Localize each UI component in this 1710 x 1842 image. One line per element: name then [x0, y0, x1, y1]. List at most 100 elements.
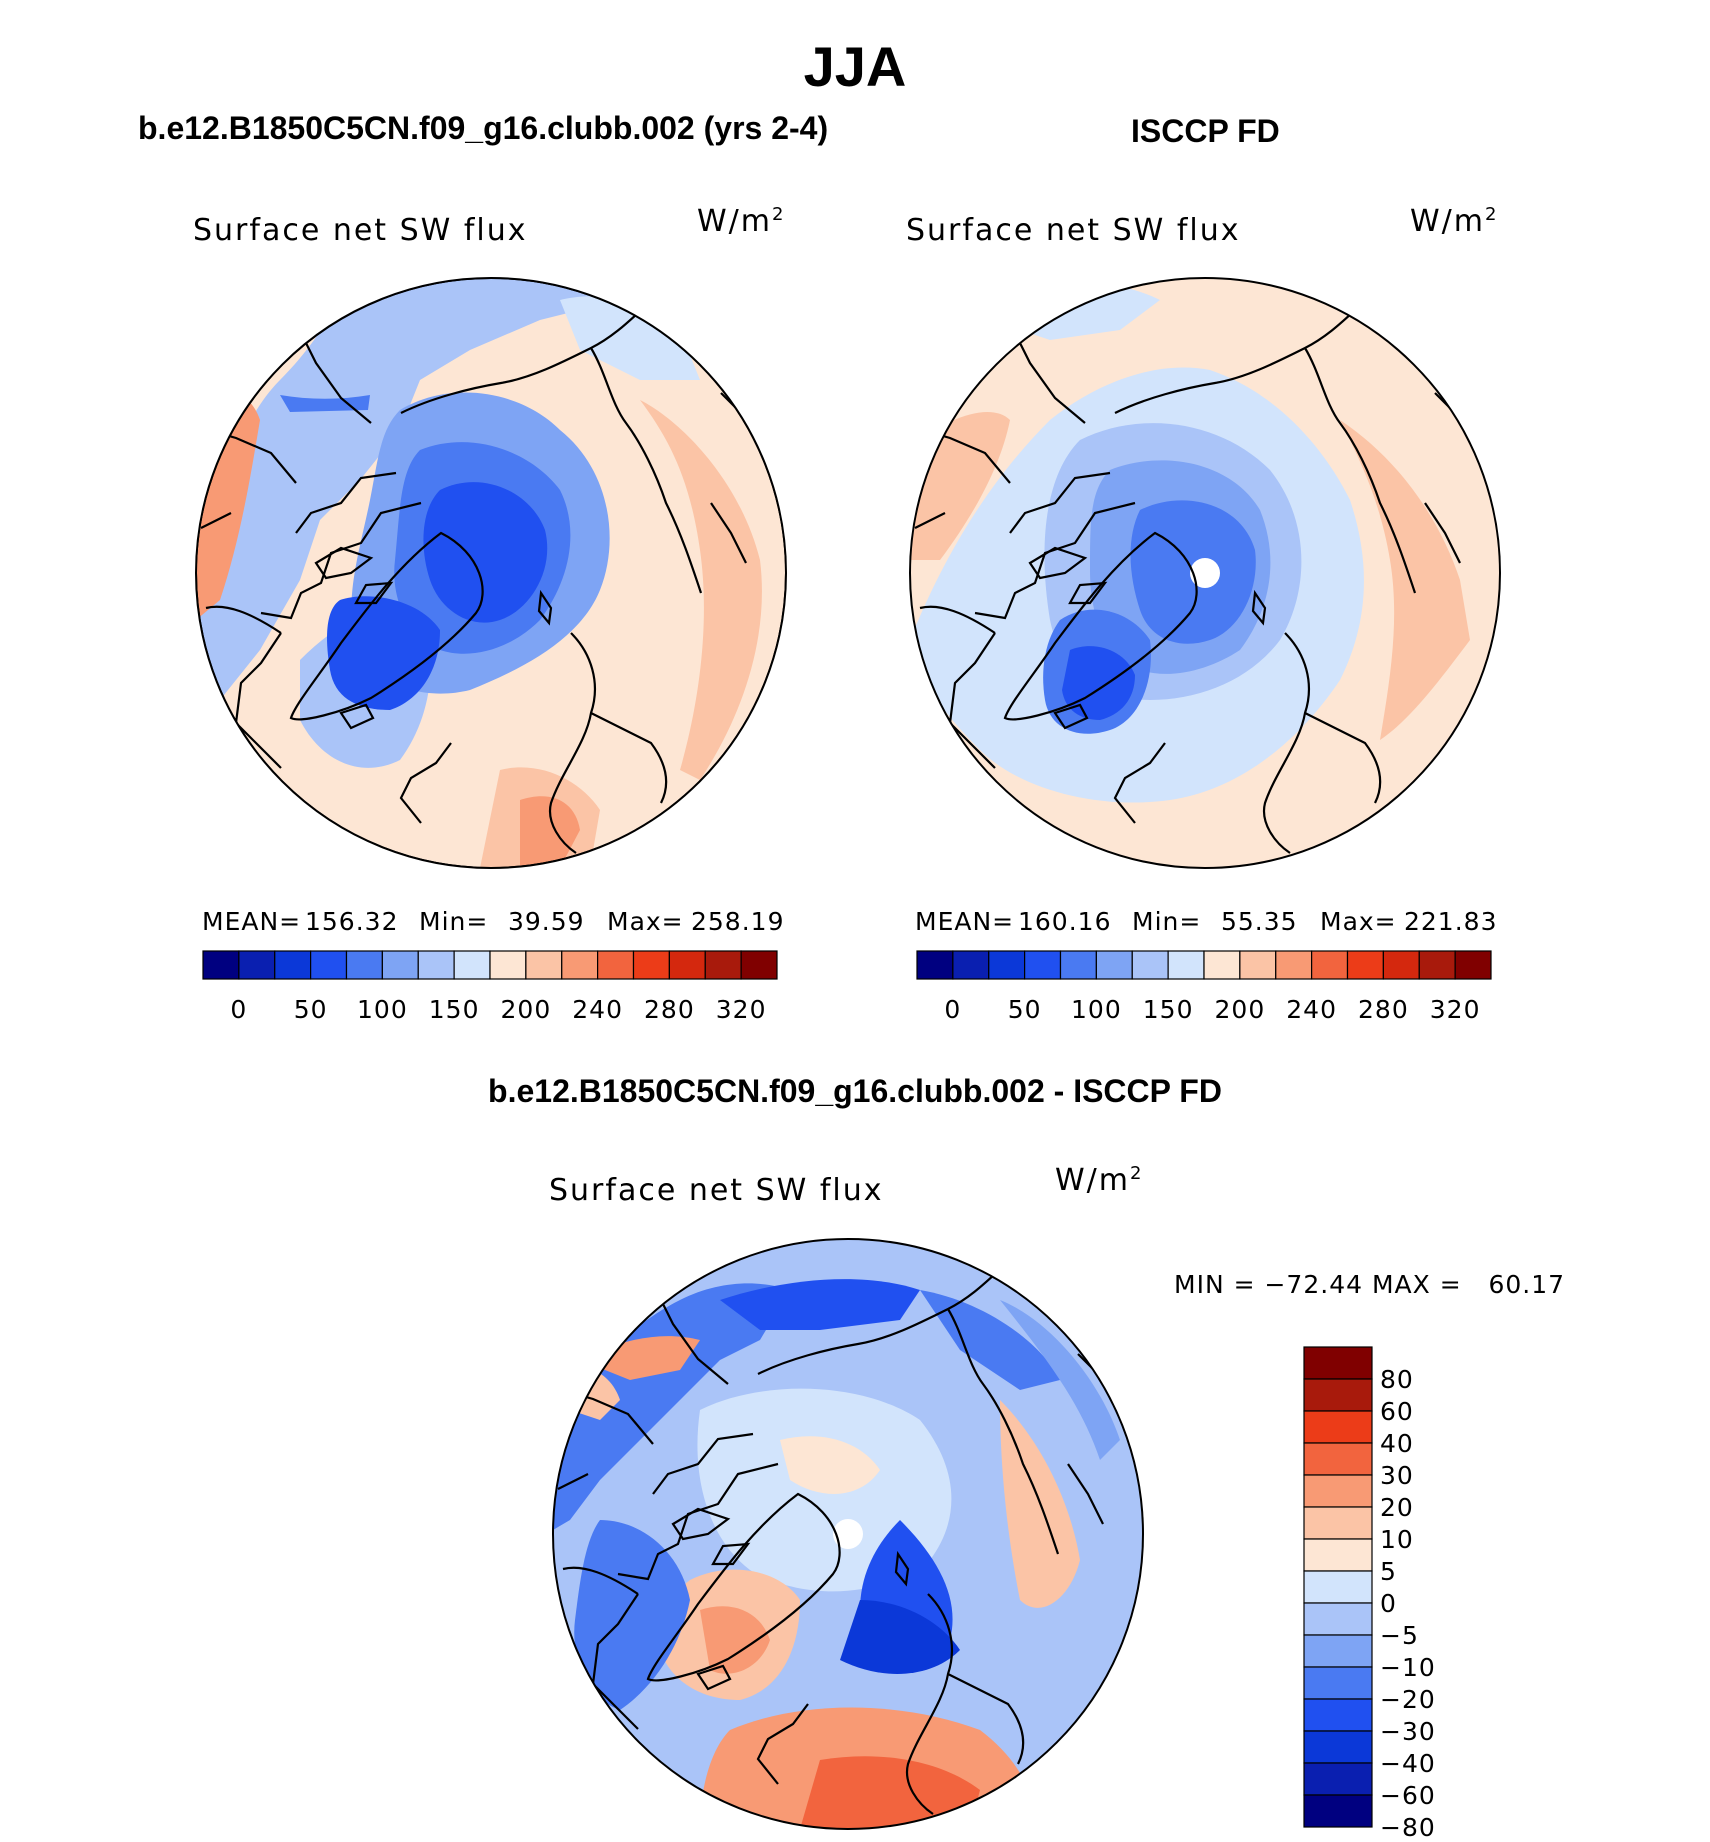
difference-colorbar-tick-label: −5	[1380, 1621, 1419, 1650]
obs-colorbar-swatch	[1239, 950, 1277, 980]
model-colorbar-tick-label: 280	[644, 995, 695, 1024]
model-map-field	[196, 278, 786, 868]
obs-min-label: Min=	[1132, 907, 1202, 936]
model-colorbar-swatch	[345, 950, 383, 980]
model-colorbar-swatch	[274, 950, 312, 980]
obs-max-value: 221.83	[1404, 907, 1498, 936]
difference-colorbar-swatch	[1303, 1410, 1373, 1444]
model-min-value: 39.59	[508, 907, 585, 936]
difference-colorbar-tick-label: −40	[1380, 1749, 1436, 1778]
model-colorbar-swatch	[381, 950, 419, 980]
obs-mean-label: MEAN=	[915, 907, 1015, 936]
model-max-value: 258.19	[691, 907, 785, 936]
model-map-boundary	[195, 277, 787, 869]
difference-colorbar-swatch	[1303, 1506, 1373, 1540]
model-colorbar-swatch	[704, 950, 742, 980]
obs-colorbar-swatch	[916, 950, 954, 980]
model-colorbar-swatch	[597, 950, 635, 980]
model-colorbar-tick-label: 50	[293, 995, 328, 1024]
model-colorbar-tick-label: 200	[500, 995, 552, 1024]
obs-colorbar-swatch	[1059, 950, 1097, 980]
obs-max-label: Max=	[1320, 907, 1397, 936]
obs-colorbar-swatch	[1024, 950, 1062, 980]
difference-colorbar-tick-label: −20	[1380, 1685, 1436, 1714]
difference-colorbar-tick-label: −80	[1380, 1813, 1436, 1842]
obs-colorbar-swatch	[988, 950, 1026, 980]
obs-variable-label: Surface net SW flux	[906, 213, 1241, 248]
model-colorbar-swatch	[740, 950, 778, 980]
difference-colorbar-tick-label: −10	[1380, 1653, 1436, 1682]
obs-panel-heading: ISCCP FD	[1131, 113, 1280, 149]
model-colorbar-swatch	[561, 950, 599, 980]
model-variable-label: Surface net SW flux	[193, 213, 528, 248]
obs-colorbar-tick-label: 150	[1142, 995, 1194, 1024]
difference-colorbar-tick-label: 60	[1380, 1397, 1414, 1426]
difference-colorbar-swatch	[1303, 1794, 1373, 1828]
obs-units-label: W/m2	[1410, 204, 1497, 239]
difference-map-field	[553, 1239, 1143, 1829]
difference-colorbar	[1303, 1346, 1373, 1828]
obs-map-field	[910, 278, 1500, 868]
obs-colorbar-swatch	[1167, 950, 1205, 980]
obs-colorbar-swatch	[1203, 950, 1241, 980]
difference-colorbar-swatch	[1303, 1698, 1373, 1732]
difference-colorbar-tick-label: 80	[1380, 1365, 1414, 1394]
model-colorbar-swatch	[632, 950, 670, 980]
difference-colorbar-swatch	[1303, 1346, 1373, 1380]
difference-units-label: W/m2	[1055, 1163, 1142, 1198]
model-panel-heading: b.e12.B1850C5CN.f09_g16.clubb.002 (yrs 2…	[138, 110, 829, 146]
difference-colorbar-swatch	[1303, 1666, 1373, 1700]
obs-colorbar-tick-label: 50	[1007, 995, 1042, 1024]
obs-min-value: 55.35	[1221, 907, 1298, 936]
difference-panel-heading: b.e12.B1850C5CN.f09_g16.clubb.002 - ISCC…	[488, 1073, 1222, 1109]
difference-colorbar-swatch	[1303, 1570, 1373, 1604]
model-min-label: Min=	[419, 907, 489, 936]
difference-colorbar-tick-label: −30	[1380, 1717, 1436, 1746]
difference-colorbar-tick-label: 40	[1380, 1429, 1414, 1458]
obs-colorbar-tick-label: 0	[944, 995, 962, 1024]
difference-colorbar-swatch	[1303, 1634, 1373, 1668]
obs-map-boundary	[909, 277, 1501, 869]
obs-colorbar-swatch	[1131, 950, 1169, 980]
model-colorbar-tick-label: 0	[230, 995, 248, 1024]
difference-colorbar-tick-label: 10	[1380, 1525, 1414, 1554]
difference-colorbar-swatch	[1303, 1602, 1373, 1636]
model-colorbar	[202, 950, 778, 980]
model-colorbar-swatch	[202, 950, 240, 980]
model-colorbar-swatch	[489, 950, 527, 980]
difference-colorbar-swatch	[1303, 1730, 1373, 1764]
obs-colorbar-tick-label: 240	[1286, 995, 1337, 1024]
model-mean-value: 156.32	[305, 907, 399, 936]
difference-map-boundary	[552, 1238, 1144, 1830]
difference-colorbar-swatch	[1303, 1378, 1373, 1412]
obs-colorbar-swatch	[1418, 950, 1456, 980]
model-colorbar-tick-label: 240	[572, 995, 623, 1024]
difference-variable-label: Surface net SW flux	[549, 1173, 884, 1208]
difference-colorbar-tick-label: −60	[1380, 1781, 1436, 1810]
difference-colorbar-tick-label: 5	[1380, 1557, 1397, 1586]
difference-colorbar-swatch	[1303, 1538, 1373, 1572]
difference-colorbar-tick-label: 0	[1380, 1589, 1397, 1618]
difference-colorbar-tick-label: 30	[1380, 1461, 1414, 1490]
obs-mean-value: 160.16	[1018, 907, 1112, 936]
obs-colorbar-swatch	[1346, 950, 1384, 980]
obs-colorbar-tick-label: 320	[1429, 995, 1481, 1024]
model-colorbar-tick-label: 320	[715, 995, 767, 1024]
model-colorbar-tick-label: 100	[357, 995, 408, 1024]
model-colorbar-swatch	[453, 950, 491, 980]
difference-minmax-label: MIN = −72.44 MAX = 60.17	[1174, 1270, 1566, 1299]
obs-colorbar-swatch	[1095, 950, 1133, 980]
model-units-label: W/m2	[697, 204, 784, 239]
difference-colorbar-swatch	[1303, 1762, 1373, 1796]
figure-title: JJA	[803, 35, 907, 98]
difference-colorbar-swatch	[1303, 1474, 1373, 1508]
model-colorbar-swatch	[238, 950, 276, 980]
difference-colorbar-swatch	[1303, 1442, 1373, 1476]
model-colorbar-tick-label: 150	[428, 995, 480, 1024]
model-colorbar-swatch	[310, 950, 348, 980]
model-colorbar-swatch	[417, 950, 455, 980]
obs-colorbar-swatch	[1382, 950, 1420, 980]
obs-colorbar	[916, 950, 1492, 980]
model-mean-label: MEAN=	[202, 907, 302, 936]
